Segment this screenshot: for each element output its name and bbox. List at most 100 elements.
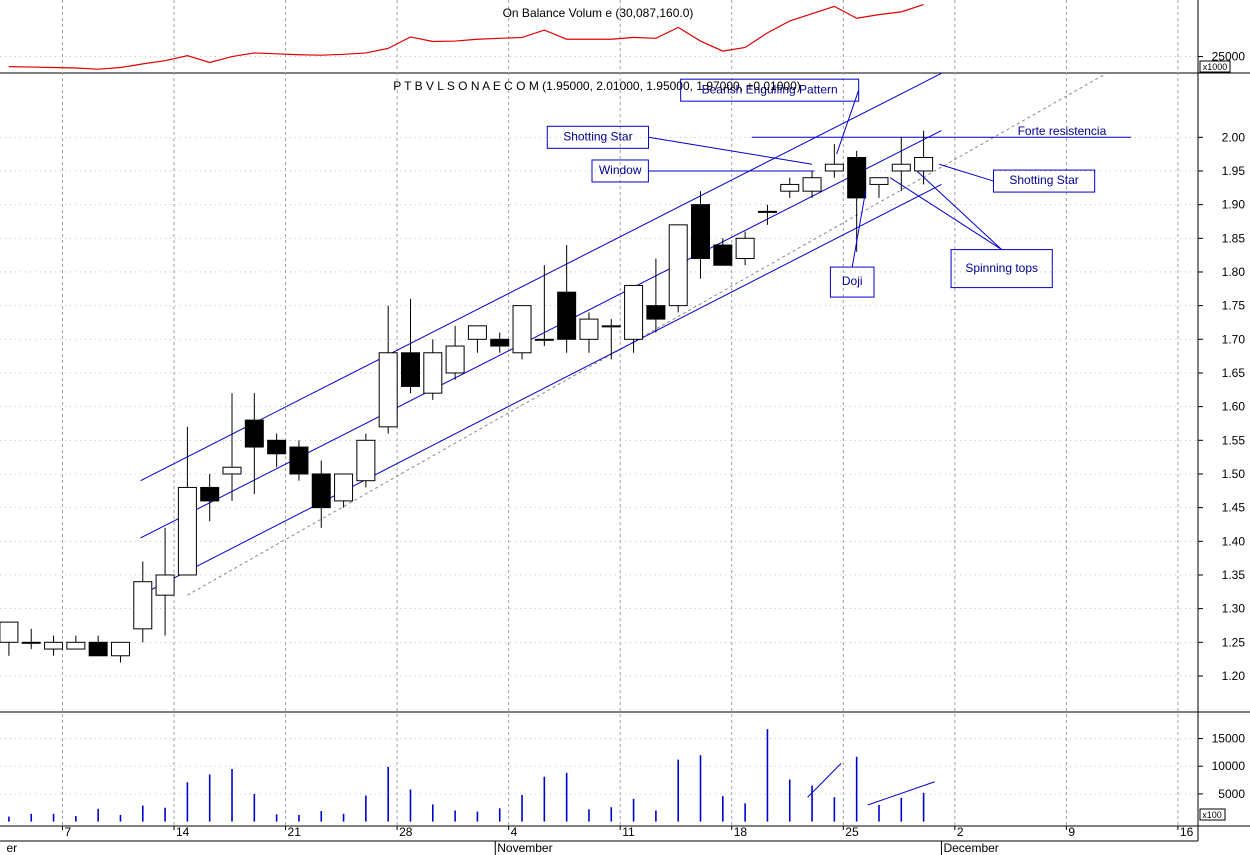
candle-body — [267, 439, 287, 455]
annotation-label: Window — [599, 163, 642, 177]
obv-multiplier-label: x1000 — [1203, 62, 1228, 72]
price-pane: Bearish Engulfing Pattern Shotting Star Wi… — [0, 72, 1132, 663]
candle — [824, 144, 844, 178]
candle — [780, 177, 800, 198]
obv-series-line — [8, 3, 924, 70]
candle-body — [780, 183, 800, 192]
price-axis-tick-label: 1.50 — [1222, 467, 1246, 481]
x-month-label: December — [943, 841, 998, 855]
candle — [311, 460, 331, 528]
candle-body — [311, 473, 331, 509]
candle — [222, 393, 242, 501]
candle — [244, 393, 264, 495]
candle — [579, 312, 599, 353]
candle-body — [66, 641, 86, 650]
candle — [400, 298, 420, 394]
candle-body — [445, 345, 465, 374]
annotation-pointer — [939, 163, 994, 182]
candle-body — [0, 621, 19, 643]
price-axis-tick-label: 1.75 — [1222, 299, 1246, 313]
candle — [0, 621, 19, 656]
price-axis-tick-label: 1.35 — [1222, 568, 1246, 582]
candle-body — [222, 466, 242, 475]
x-day-label: 25 — [845, 825, 859, 839]
candle — [289, 440, 309, 481]
candle-body — [490, 338, 510, 347]
candle — [66, 635, 86, 650]
candle — [624, 284, 644, 353]
candle-body — [824, 163, 844, 172]
candle-body — [289, 446, 309, 475]
candle-body — [735, 237, 755, 260]
candle — [44, 635, 64, 656]
candle-body — [869, 177, 889, 185]
candle — [557, 245, 577, 353]
x-day-label: 7 — [64, 825, 71, 839]
x-month-label: November — [497, 841, 552, 855]
price-axis-tick-label: 1.25 — [1222, 635, 1246, 649]
candle-body — [400, 352, 420, 387]
price-axis-tick-label: 1.70 — [1222, 332, 1246, 346]
candle — [88, 635, 108, 657]
annotation-3: Forte resistencia — [1018, 124, 1107, 138]
candle-body — [557, 291, 577, 340]
candle-body — [244, 419, 264, 448]
candle-body — [334, 473, 354, 502]
volume-trend-segment-1 — [867, 781, 935, 806]
x-day-label: 9 — [1068, 825, 1075, 839]
price-axis-tick-label: 1.30 — [1222, 602, 1246, 616]
candle — [445, 325, 465, 380]
candle-body — [624, 284, 644, 340]
candle — [802, 170, 822, 198]
candle — [133, 561, 153, 643]
candle-body — [155, 574, 175, 596]
x-month-label: er — [6, 841, 17, 855]
channel-line-upper — [140, 72, 942, 482]
volume-multiplier-label: x100 — [1202, 810, 1222, 820]
candle-body — [757, 210, 777, 213]
candle-body — [356, 439, 376, 482]
x-day-label: 2 — [957, 825, 964, 839]
candle-body — [691, 204, 711, 260]
candle — [21, 628, 41, 650]
candle-body — [110, 641, 130, 657]
candle — [735, 231, 755, 266]
candle — [334, 473, 354, 508]
candle — [200, 473, 220, 522]
volume-multiplier: x100 — [1199, 808, 1226, 821]
candle-body — [802, 177, 822, 192]
price-axis-tick-label: 1.90 — [1222, 198, 1246, 212]
candle — [601, 319, 621, 360]
volume-axis-tick-label: 15000 — [1212, 732, 1246, 746]
candle — [512, 305, 532, 360]
volume-pane — [8, 729, 935, 822]
price-axis-tick-label: 1.20 — [1222, 669, 1246, 683]
candle — [891, 137, 911, 192]
candle — [914, 130, 934, 185]
candle-body — [177, 486, 197, 576]
candle-body — [847, 157, 867, 199]
annotation-pointer — [648, 136, 813, 165]
price-axis-tick-label: 1.45 — [1222, 501, 1246, 515]
candle — [177, 426, 197, 576]
annotation-pointer — [836, 90, 860, 155]
candle-body — [891, 163, 911, 172]
price-axis-tick-label: 1.95 — [1222, 164, 1246, 178]
candle — [713, 238, 733, 266]
price-axis-tick-label: 1.40 — [1222, 534, 1246, 548]
annotation-4: Shotting Star — [939, 163, 1096, 193]
candle-body — [534, 338, 554, 341]
price-axis-tick-label: 1.80 — [1222, 265, 1246, 279]
candle-body — [88, 641, 108, 657]
axes: 1.20 1.25 1.30 1.35 1.40 1.45 1.50 1.55 1.60 1.65… — [0, 50, 1245, 855]
candle — [467, 325, 487, 353]
candle-body — [713, 244, 733, 266]
annotation-pointer-2 — [889, 177, 1002, 251]
price-axis-tick-label: 1.85 — [1222, 231, 1246, 245]
candle-body — [378, 352, 398, 428]
candle — [155, 527, 175, 636]
x-day-label: 4 — [511, 825, 518, 839]
annotation-5: Spinning tops — [889, 170, 1053, 289]
